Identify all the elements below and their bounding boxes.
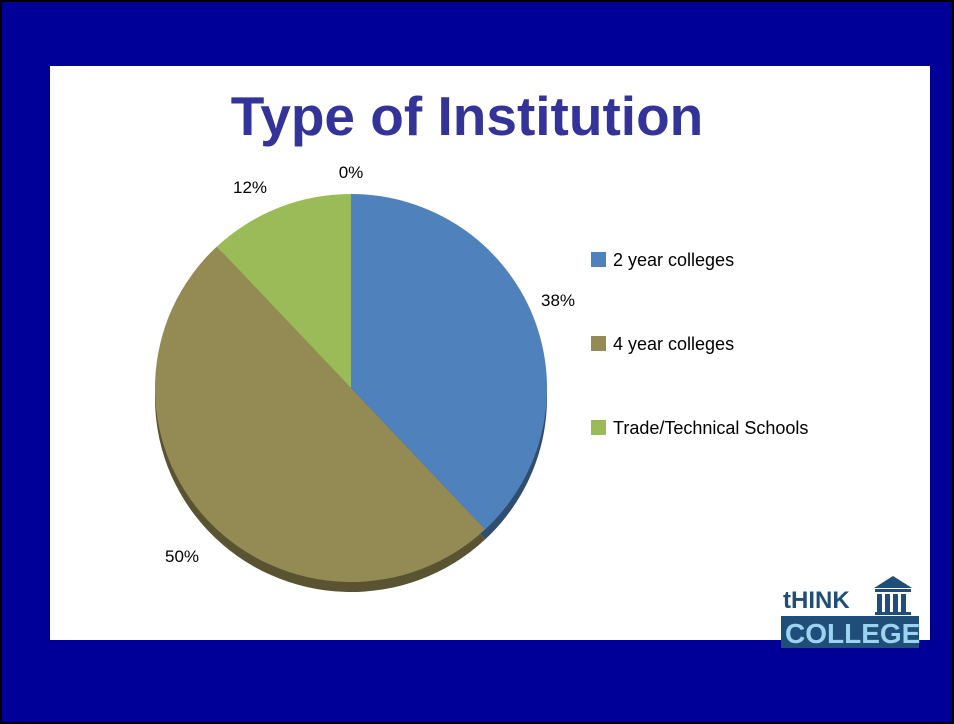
pie-slice-3: [216, 194, 351, 388]
data-label-3: 12%: [233, 178, 267, 197]
legend-label-1: 2 year colleges: [613, 250, 734, 270]
legend-swatch-3: [591, 420, 606, 435]
logo-banner: [781, 616, 919, 648]
pie-slices: [155, 194, 547, 583]
think-college-logo: tHINK COLLEGE!: [781, 576, 921, 649]
pillared-building-icon: [874, 576, 912, 615]
legend: 2 year colleges 4 year colleges Trade/Tech…: [591, 250, 808, 438]
legend-label-3: Trade/Technical Schools: [613, 418, 808, 438]
logo-line-2: COLLEGE!: [785, 618, 921, 649]
legend-swatch-2: [591, 336, 606, 351]
chart-title: Type of Institution: [230, 85, 704, 147]
logo-line-1: tHINK: [783, 587, 850, 614]
data-label-1: 38%: [541, 291, 575, 310]
pie-slice-1: [351, 194, 547, 530]
data-label-2: 50%: [165, 547, 199, 566]
data-label-4: 0%: [339, 163, 364, 182]
legend-swatch-1: [591, 252, 606, 267]
pie-slice-2: [155, 246, 486, 583]
legend-label-2: 4 year colleges: [613, 334, 734, 354]
pie-data-labels: 38% 50% 12% 0%: [165, 163, 575, 566]
